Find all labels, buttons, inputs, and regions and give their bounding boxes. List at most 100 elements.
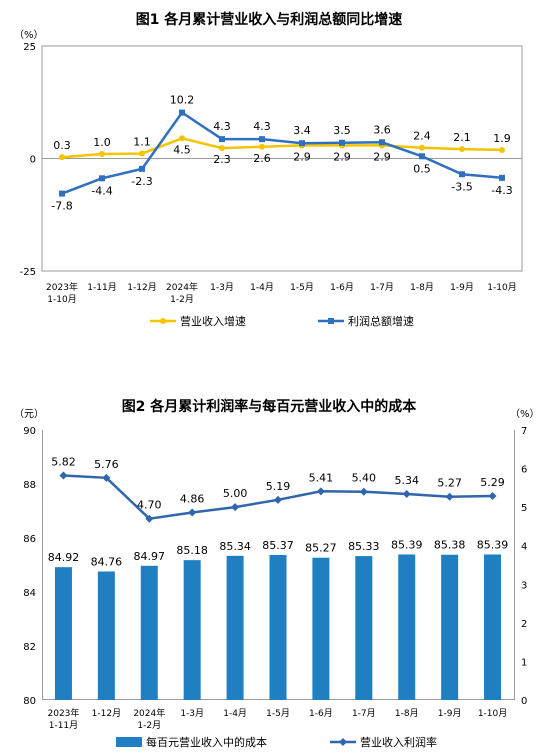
cost-bar — [355, 556, 373, 700]
profit-data-label: -4.3 — [491, 184, 512, 197]
legend-item: 利润总额增速 — [318, 314, 414, 328]
x-tick-label: 1-6月 — [309, 708, 333, 719]
chart-1: 图1 各月累计营业收入与利润总额同比增速 （%） 250-25 2023年1-1… — [14, 11, 523, 328]
profit-point — [219, 136, 225, 143]
x-tick-label: 1-5月 — [290, 282, 314, 293]
margin-data-label: 4.70 — [137, 499, 162, 512]
cost-bar-label: 85.37 — [262, 539, 294, 552]
cost-bar — [484, 554, 502, 700]
revenue-point — [219, 145, 225, 152]
x-tick-label: 2024年 — [166, 281, 198, 293]
cost-bar-label: 84.97 — [134, 550, 166, 563]
revenue-data-label: 2.1 — [453, 131, 471, 144]
cost-bar — [312, 557, 330, 700]
margin-data-label: 5.41 — [309, 471, 334, 484]
chart-2-title: 图2 各月累计利润率与每百元营业收入中的成本 — [122, 398, 418, 415]
margin-point — [188, 508, 197, 517]
x-tick-label: 1-2月 — [137, 720, 161, 731]
cost-bar — [183, 560, 201, 700]
x-tick-label: 1-9月 — [450, 282, 474, 293]
margin-point — [59, 471, 68, 480]
legend-label: 营业收入增速 — [180, 314, 246, 328]
revenue-point — [59, 154, 65, 161]
cost-bar-label: 85.27 — [305, 542, 337, 555]
y-left-tick-label: 84 — [23, 588, 36, 599]
profit-data-label: 10.2 — [170, 94, 195, 107]
legend-item: 每百元营业收入中的成本 — [116, 735, 267, 749]
margin-data-label: 5.40 — [352, 472, 377, 485]
revenue-data-label: 1.9 — [493, 132, 511, 145]
revenue-data-label: 2.6 — [253, 152, 271, 165]
revenue-data-label: 2.9 — [293, 150, 311, 163]
cost-bar — [398, 554, 416, 700]
revenue-point — [259, 143, 265, 150]
y-right-tick-label: 3 — [521, 580, 527, 591]
margin-point — [445, 492, 454, 501]
x-tick-label: 1-11月 — [87, 282, 116, 293]
legend-item: 营业收入增速 — [150, 314, 246, 328]
x-tick-label: 1-3月 — [210, 282, 234, 293]
x-tick-label: 1-12月 — [127, 282, 156, 293]
profit-point — [419, 153, 425, 160]
revenue-point — [179, 135, 185, 142]
margin-data-label: 5.34 — [394, 474, 419, 487]
y-tick-label: 25 — [23, 42, 36, 53]
profit-point — [59, 190, 65, 197]
margin-data-label: 4.86 — [180, 493, 205, 506]
x-tick-label: 2023年 — [48, 707, 80, 719]
cost-bar — [269, 555, 287, 700]
x-tick-label: 1-8月 — [410, 282, 434, 293]
chart-2-y-unit-right: （%） — [510, 408, 538, 420]
y-right-tick-label: 5 — [521, 503, 527, 514]
revenue-data-label: 2.9 — [333, 150, 351, 163]
revenue-data-label: 1.0 — [93, 136, 111, 149]
chart-1-title: 图1 各月累计营业收入与利润总额同比增速 — [136, 11, 403, 28]
revenue-data-label: 2.9 — [373, 150, 391, 163]
x-tick-label: 1-12月 — [92, 708, 121, 719]
x-tick-label: 1-10月 — [478, 708, 507, 719]
cost-bar-label: 84.76 — [91, 555, 123, 568]
x-tick-label: 1-10月 — [487, 282, 516, 293]
margin-point — [274, 495, 282, 504]
y-left-tick-label: 86 — [23, 534, 36, 545]
cost-bar-label: 85.33 — [348, 540, 380, 553]
y-right-tick-label: 1 — [521, 657, 527, 668]
margin-data-label: 5.27 — [437, 477, 462, 490]
margin-point — [316, 487, 325, 496]
profit-data-label: -2.3 — [131, 175, 152, 188]
cost-bar — [54, 567, 72, 700]
profit-data-label: 4.3 — [213, 120, 231, 133]
y-right-tick-label: 0 — [521, 696, 527, 707]
x-tick-label: 1-2月 — [170, 294, 194, 305]
cost-bar — [226, 555, 244, 700]
margin-point — [402, 490, 411, 499]
legend-marker — [160, 318, 166, 324]
cost-bar-label: 85.38 — [434, 539, 466, 552]
y-right-tick-label: 4 — [521, 542, 527, 553]
revenue-data-label: 0.3 — [53, 139, 71, 152]
legend-marker — [339, 738, 347, 746]
legend-marker — [328, 318, 334, 324]
legend-swatch — [116, 737, 142, 747]
y-left-tick-label: 80 — [23, 696, 36, 707]
margin-point — [145, 514, 154, 523]
profit-data-label: -3.5 — [451, 180, 472, 193]
profit-point — [179, 109, 185, 116]
y-right-tick-label: 6 — [521, 465, 527, 476]
chart-1-y-unit: （%） — [14, 29, 44, 41]
profit-data-label: 3.4 — [293, 124, 311, 137]
cost-bar-label: 85.18 — [176, 544, 208, 557]
cost-bar — [140, 565, 158, 700]
revenue-data-label: 2.4 — [413, 130, 431, 143]
profit-point — [379, 139, 385, 146]
profit-point — [499, 174, 505, 181]
profit-point — [339, 139, 345, 146]
legend-label: 利润总额增速 — [348, 314, 414, 328]
cost-bar-label: 84.92 — [48, 551, 80, 564]
y-left-tick-label: 90 — [23, 426, 36, 437]
revenue-point — [459, 146, 465, 153]
legend-label: 营业收入利润率 — [360, 735, 437, 749]
margin-point — [488, 491, 497, 500]
x-tick-label: 1-11月 — [49, 720, 78, 731]
